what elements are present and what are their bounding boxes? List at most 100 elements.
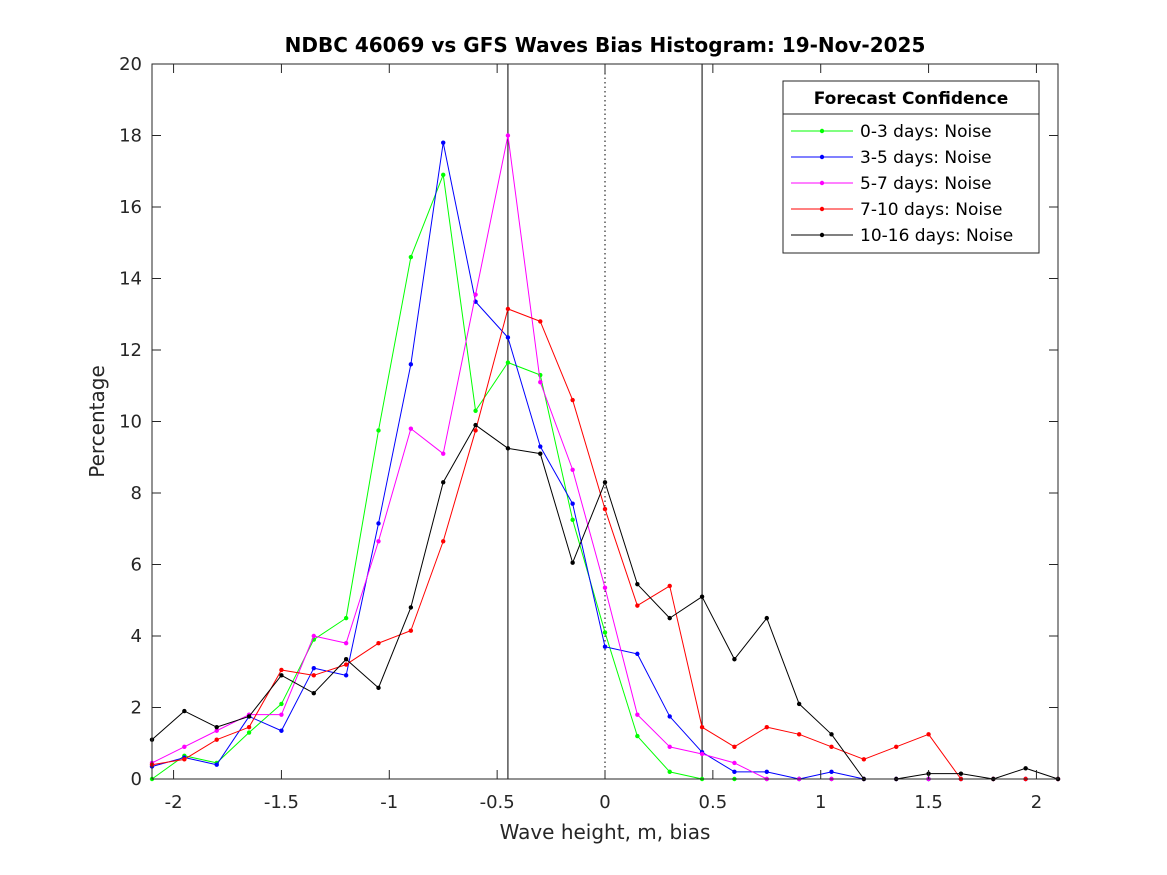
data-point (699, 751, 705, 757)
data-point (279, 667, 284, 673)
data-point (473, 428, 478, 433)
data-point (279, 712, 284, 717)
legend-item: 5-7 days: Noise (791, 174, 992, 194)
y-axis-label: Percentage (85, 365, 109, 478)
legend-label: 3-5 days: Noise (860, 148, 992, 168)
y-tick-label: 4 (131, 626, 142, 647)
x-tick-label: 1 (815, 792, 826, 813)
data-point (829, 732, 834, 737)
data-point (441, 172, 446, 178)
data-point (214, 724, 219, 730)
legend-label: 5-7 days: Noise (860, 174, 992, 194)
data-point (214, 737, 219, 742)
data-point (796, 701, 802, 707)
data-point (732, 769, 737, 775)
data-point (343, 673, 349, 678)
data-point (570, 397, 575, 403)
data-point (1023, 766, 1028, 771)
data-point (408, 628, 414, 633)
data-point (505, 306, 511, 312)
data-point (473, 408, 478, 413)
data-point (667, 769, 672, 775)
y-tick-label: 10 (119, 412, 142, 433)
legend-swatch-marker (819, 232, 825, 238)
x-tick-label: -2 (165, 792, 183, 813)
data-point (182, 708, 187, 714)
data-point (538, 444, 543, 449)
data-point (667, 615, 672, 621)
y-tick-label: 0 (131, 769, 142, 790)
data-point (764, 615, 769, 621)
data-point (667, 714, 672, 719)
data-point (182, 757, 187, 762)
data-point (764, 724, 769, 730)
data-point (214, 762, 219, 767)
data-point (441, 480, 446, 485)
data-point (538, 451, 543, 456)
legend-box (782, 80, 1040, 254)
data-point (570, 517, 575, 523)
data-point (602, 506, 608, 512)
data-point (538, 379, 543, 385)
data-point (473, 292, 478, 297)
x-tick-label: 0.5 (699, 792, 728, 813)
data-point (505, 335, 511, 340)
data-point (343, 657, 349, 662)
data-point (667, 744, 672, 750)
legend-title: Forecast Confidence (814, 89, 1009, 109)
data-point (182, 744, 187, 750)
data-point (635, 581, 640, 587)
data-point (796, 732, 802, 737)
x-tick-label: 0 (599, 792, 610, 813)
data-point (829, 769, 834, 775)
data-point (635, 603, 640, 608)
legend: Forecast Confidence 0-3 days: Noise 3-5 d… (782, 80, 1040, 254)
data-point (279, 673, 284, 678)
legend-label: 10-16 days: Noise (860, 226, 1013, 246)
data-point (505, 133, 511, 138)
data-point (441, 451, 446, 456)
legend-item: 3-5 days: Noise (791, 148, 992, 168)
y-tick-label: 18 (119, 126, 142, 147)
y-tick-label: 2 (131, 698, 142, 719)
data-point (699, 594, 705, 599)
data-point (376, 685, 381, 691)
data-point (343, 615, 349, 621)
data-point (505, 446, 511, 451)
data-point (958, 771, 964, 776)
data-point (311, 691, 316, 696)
x-tick-label: 1.5 (914, 792, 943, 813)
y-tick-label: 14 (119, 269, 142, 290)
data-point (246, 714, 252, 719)
data-point (505, 360, 511, 365)
reference-lines (507, 64, 703, 779)
legend-swatch-marker (819, 154, 825, 160)
data-point (732, 744, 737, 750)
data-point (602, 480, 608, 485)
legend-swatch-marker (819, 206, 825, 212)
data-point (408, 426, 414, 431)
data-point (311, 665, 316, 671)
data-point (473, 422, 478, 428)
data-point (699, 724, 705, 730)
data-point (214, 728, 219, 733)
data-point (894, 744, 899, 750)
data-point (408, 605, 414, 610)
data-point (635, 712, 640, 717)
y-tick-label: 6 (131, 555, 142, 576)
data-point (570, 560, 575, 565)
x-tick-label: -1.5 (264, 792, 299, 813)
data-point (376, 640, 381, 646)
x-axis-label: Wave height, m, bias (500, 820, 711, 844)
data-point (732, 760, 737, 766)
legend-items: 0-3 days: Noise 3-5 days: Noise 5-7 days: … (791, 122, 1013, 246)
data-point (538, 319, 543, 324)
data-point (279, 701, 284, 707)
legend-item: 10-16 days: Noise (791, 226, 1013, 246)
legend-item: 7-10 days: Noise (791, 200, 1002, 220)
x-tick-label: -1 (380, 792, 398, 813)
data-point (311, 633, 316, 639)
y-tick-label: 16 (119, 197, 142, 218)
data-point (635, 733, 640, 739)
